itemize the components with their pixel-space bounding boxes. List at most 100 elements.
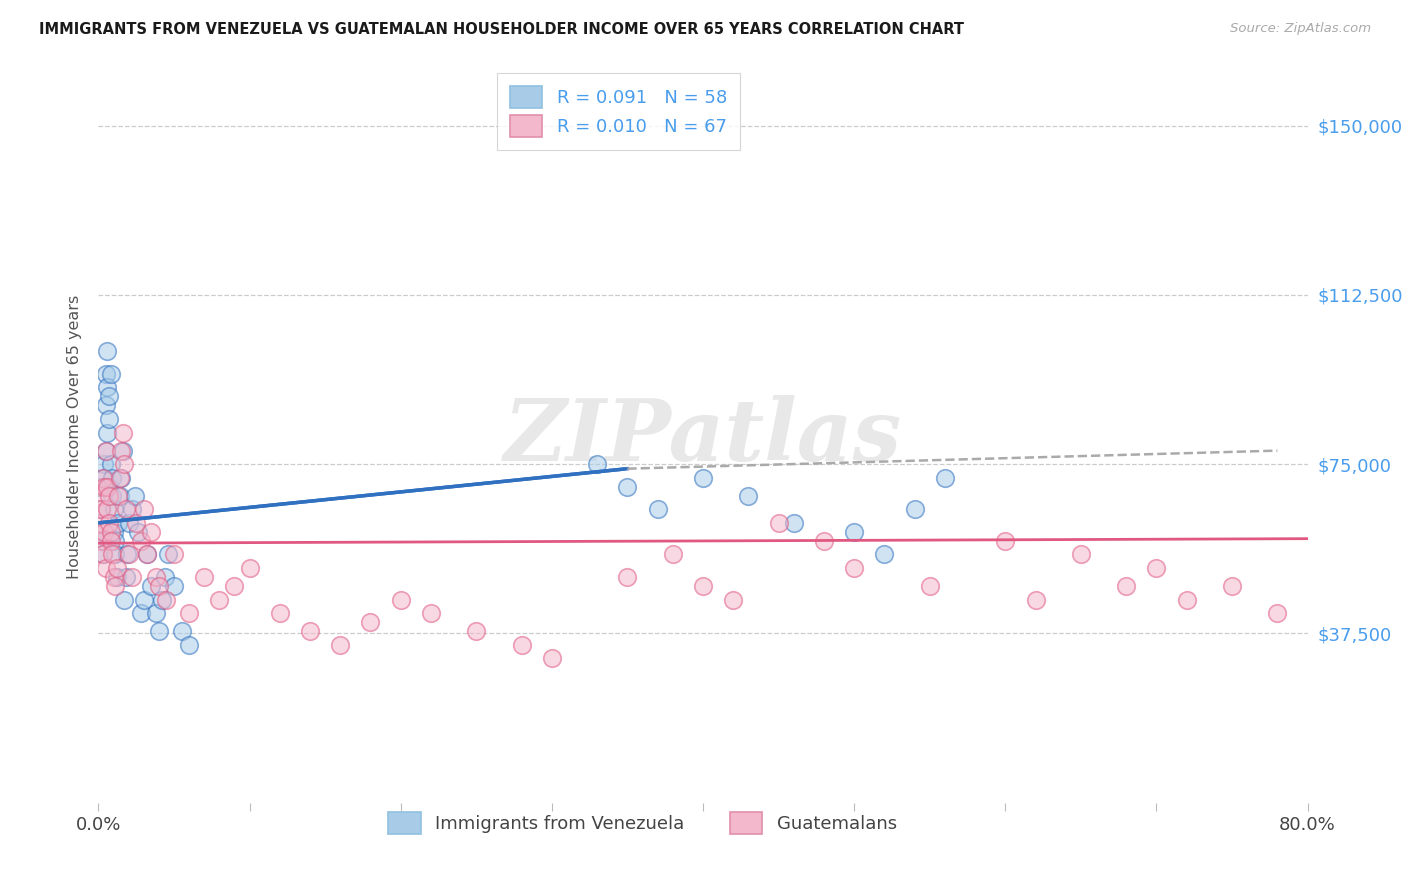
Point <box>107 489 129 503</box>
Point <box>90 502 112 516</box>
Point <box>103 524 125 539</box>
Text: IMMIGRANTS FROM VENEZUELA VS GUATEMALAN HOUSEHOLDER INCOME OVER 65 YEARS CORRELA: IMMIGRANTS FROM VENEZUELA VS GUATEMALAN … <box>39 22 965 37</box>
Point <box>1144 561 1167 575</box>
Point <box>104 579 127 593</box>
Point <box>994 533 1017 548</box>
Point <box>91 471 114 485</box>
Point <box>101 548 124 562</box>
Text: ZIPatlas: ZIPatlas <box>503 395 903 479</box>
Point <box>153 570 176 584</box>
Point <box>141 579 163 593</box>
Point <box>111 443 134 458</box>
Point <box>98 489 121 503</box>
Point <box>1024 592 1046 607</box>
Point <box>91 548 114 562</box>
Point <box>129 606 152 620</box>
Point <box>813 533 835 548</box>
Y-axis label: Householder Income Over 65 years: Householder Income Over 65 years <box>66 295 82 579</box>
Point <box>104 533 127 548</box>
Point <box>661 548 683 562</box>
Point <box>170 624 193 639</box>
Point <box>844 524 866 539</box>
Point <box>148 579 170 593</box>
Point <box>114 570 136 584</box>
Point <box>118 548 141 562</box>
Point <box>101 471 124 485</box>
Point <box>723 592 745 607</box>
Point <box>90 524 112 539</box>
Point <box>89 489 111 503</box>
Point <box>329 638 352 652</box>
Point <box>127 524 149 539</box>
Point <box>96 502 118 516</box>
Point <box>94 367 117 381</box>
Point <box>94 443 117 458</box>
Point <box>100 457 122 471</box>
Point <box>93 480 115 494</box>
Point <box>768 516 790 530</box>
Point <box>124 489 146 503</box>
Point <box>90 533 112 548</box>
Point <box>111 425 134 440</box>
Point <box>844 561 866 575</box>
Point <box>208 592 231 607</box>
Point <box>156 548 179 562</box>
Text: Source: ZipAtlas.com: Source: ZipAtlas.com <box>1230 22 1371 36</box>
Point <box>93 471 115 485</box>
Point <box>103 502 125 516</box>
Point <box>135 548 157 562</box>
Point <box>586 457 609 471</box>
Point <box>93 524 115 539</box>
Point <box>420 606 443 620</box>
Point <box>104 548 127 562</box>
Point <box>96 344 118 359</box>
Point <box>96 380 118 394</box>
Point <box>389 592 412 607</box>
Point <box>89 516 111 530</box>
Point <box>107 516 129 530</box>
Point <box>239 561 262 575</box>
Point <box>98 516 121 530</box>
Point <box>155 592 177 607</box>
Point <box>224 579 246 593</box>
Point <box>692 579 714 593</box>
Point <box>108 489 131 503</box>
Point <box>118 516 141 530</box>
Point <box>112 457 135 471</box>
Point <box>101 489 124 503</box>
Point <box>100 367 122 381</box>
Point <box>98 480 121 494</box>
Point <box>93 457 115 471</box>
Point <box>103 570 125 584</box>
Point <box>125 516 148 530</box>
Point <box>94 399 117 413</box>
Point <box>129 533 152 548</box>
Point <box>121 502 143 516</box>
Point <box>145 606 167 620</box>
Point <box>179 638 201 652</box>
Point <box>90 502 112 516</box>
Point <box>114 502 136 516</box>
Point <box>105 561 128 575</box>
Point <box>98 412 121 426</box>
Point <box>1267 606 1289 620</box>
Point <box>465 624 488 639</box>
Point <box>1175 592 1198 607</box>
Point <box>299 624 322 639</box>
Point <box>193 570 215 584</box>
Point <box>132 502 155 516</box>
Point <box>150 592 173 607</box>
Point <box>737 489 759 503</box>
Point <box>135 548 157 562</box>
Point <box>100 524 122 539</box>
Point <box>94 443 117 458</box>
Point <box>918 579 941 593</box>
Point <box>89 480 111 494</box>
Point <box>105 570 128 584</box>
Point <box>96 480 118 494</box>
Point <box>616 480 638 494</box>
Point <box>148 624 170 639</box>
Point <box>108 471 131 485</box>
Point <box>873 548 896 562</box>
Point <box>163 548 186 562</box>
